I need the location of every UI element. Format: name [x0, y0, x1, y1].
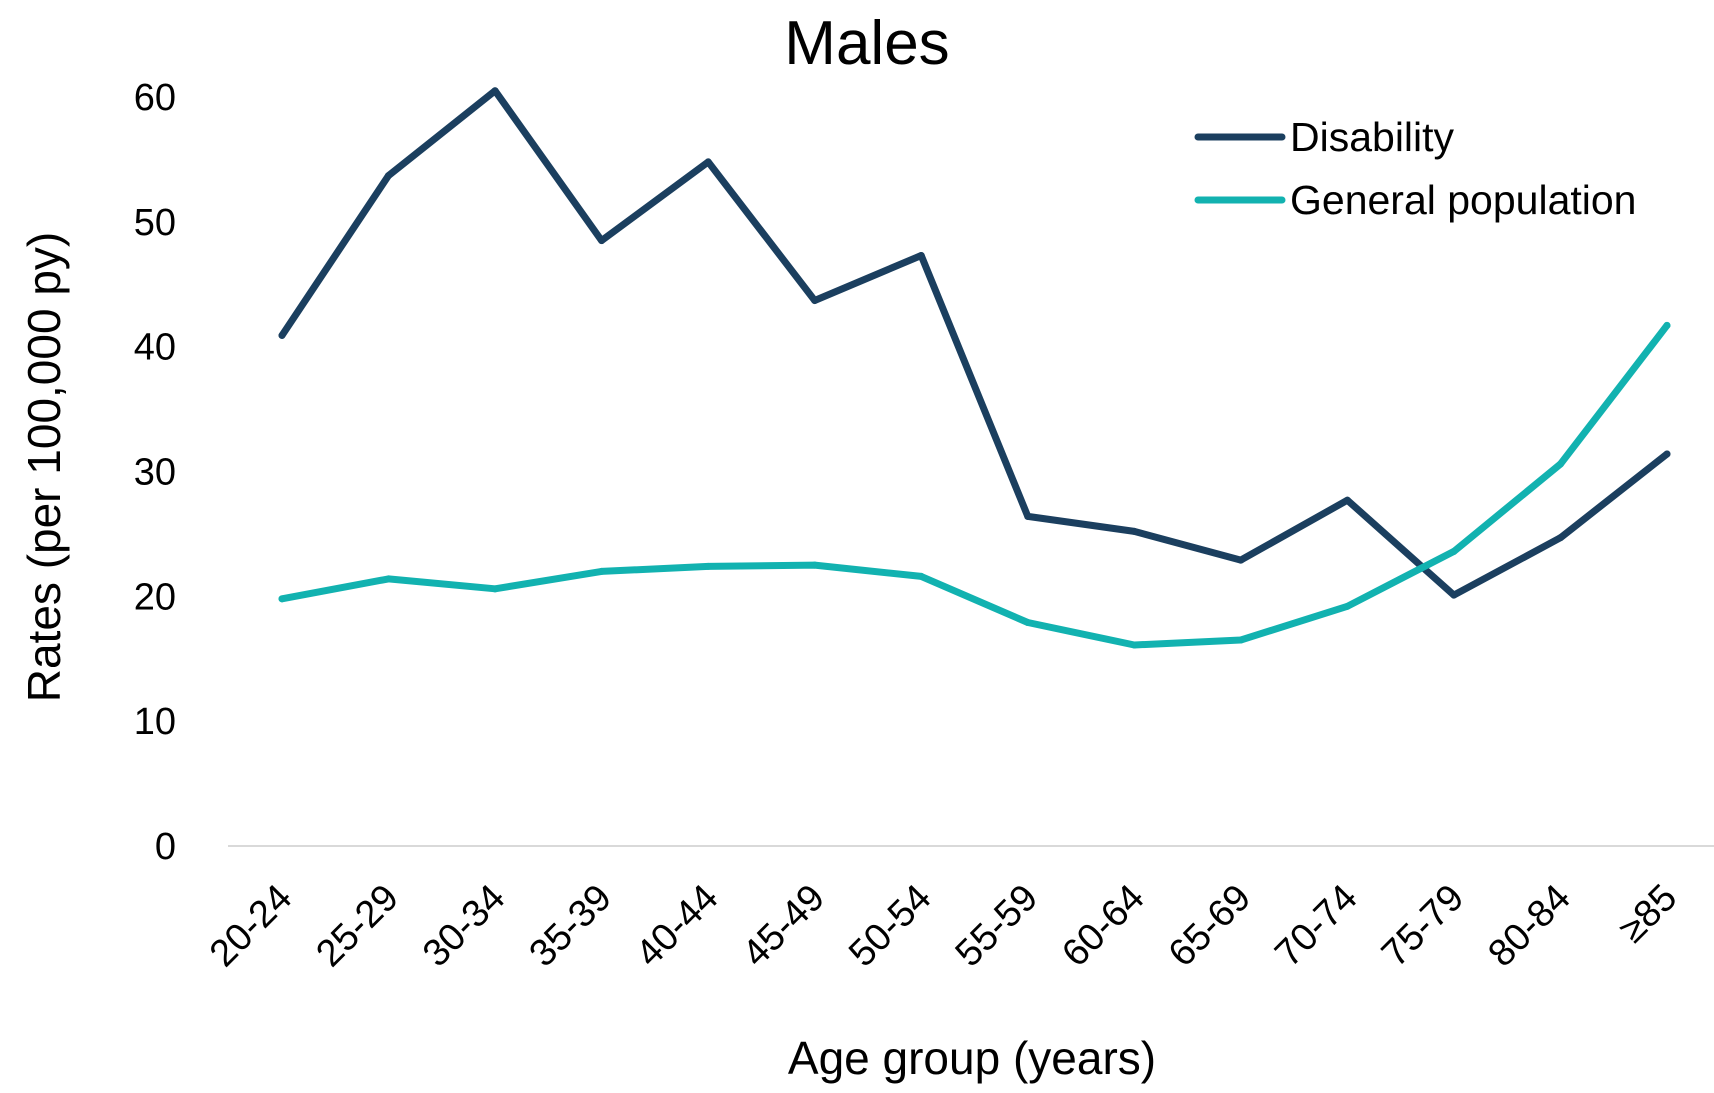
x-tick-label: 75-79 — [1374, 877, 1472, 975]
x-tick-label: 55-59 — [948, 877, 1046, 975]
data-point — [1130, 641, 1138, 649]
data-point — [704, 562, 712, 570]
data-point — [1663, 450, 1671, 458]
legend: Disability General population — [1194, 114, 1636, 223]
x-tick-label: 35-39 — [522, 877, 620, 975]
y-tick-label: 60 — [134, 77, 176, 119]
x-tick-label: 25-29 — [308, 877, 406, 975]
y-axis: 0 10 20 30 40 50 60 — [134, 77, 176, 868]
data-point — [598, 567, 606, 575]
x-axis: 20-24 25-29 30-34 35-39 40-44 45-49 50-54 55-59… — [202, 877, 1685, 975]
y-tick-label: 40 — [134, 327, 176, 369]
x-tick-label: 65-69 — [1161, 877, 1259, 975]
data-point — [491, 585, 499, 593]
y-tick-label: 30 — [134, 452, 176, 494]
x-tick-label: 30-34 — [415, 877, 513, 975]
x-tick-label: 70-74 — [1267, 877, 1365, 975]
data-point — [278, 595, 286, 603]
y-tick-label: 0 — [155, 826, 176, 868]
data-point — [1237, 636, 1245, 644]
data-point — [1556, 534, 1564, 542]
legend-label: Disability — [1290, 114, 1455, 160]
data-point — [1663, 321, 1671, 329]
x-tick-label: 80-84 — [1480, 877, 1578, 975]
x-tick-label: 20-24 — [202, 877, 300, 975]
x-tick-label: 60-64 — [1054, 877, 1152, 975]
series-line-general-population — [278, 321, 1671, 649]
data-point — [1024, 512, 1032, 520]
plot-area — [278, 87, 1671, 649]
data-point — [1556, 460, 1564, 468]
data-point — [1237, 556, 1245, 564]
data-point — [491, 87, 499, 95]
data-point — [1343, 602, 1351, 610]
data-point — [385, 575, 393, 583]
chart-title: Males — [784, 9, 949, 78]
data-point — [1343, 496, 1351, 504]
y-tick-label: 20 — [134, 576, 176, 618]
y-tick-label: 50 — [134, 202, 176, 244]
y-axis-title: Rates (per 100,000 py) — [18, 232, 70, 703]
x-tick-label: 40-44 — [628, 877, 726, 975]
data-point — [1024, 619, 1032, 627]
data-point — [917, 572, 925, 580]
data-point — [598, 237, 606, 245]
x-axis-title: Age group (years) — [788, 1032, 1156, 1084]
data-point — [917, 252, 925, 260]
data-point — [811, 561, 819, 569]
y-tick-label: 10 — [134, 701, 176, 743]
data-point — [385, 172, 393, 180]
data-point — [1450, 547, 1458, 555]
data-point — [811, 296, 819, 304]
data-point — [704, 158, 712, 166]
legend-label: General population — [1290, 177, 1636, 223]
data-point — [1130, 527, 1138, 535]
x-tick-label: 45-49 — [735, 877, 833, 975]
x-tick-label: ≥85 — [1611, 877, 1685, 951]
x-tick-label: 50-54 — [841, 877, 939, 975]
data-point — [1450, 591, 1458, 599]
data-point — [278, 331, 286, 339]
series-line-disability — [278, 87, 1671, 599]
